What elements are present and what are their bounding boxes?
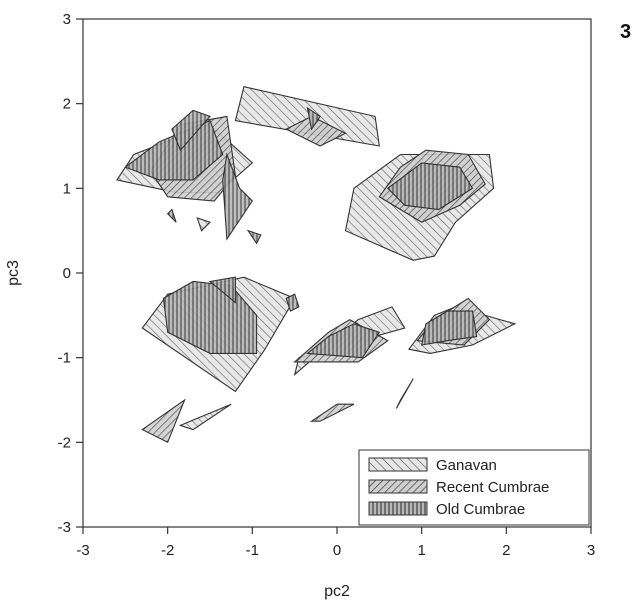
y-tick-label: 0 — [63, 265, 71, 282]
hull-ganavan-1 — [234, 86, 380, 147]
y-tick-label: 3 — [63, 11, 71, 28]
hull-old-11 — [421, 310, 478, 346]
hull-old-0 — [124, 119, 224, 181]
hull-old-10 — [305, 323, 381, 359]
hull-old-1 — [171, 109, 211, 152]
y-axis-ticks: -3 -2 -1 0 1 2 3 — [58, 11, 83, 536]
hull-old-2 — [222, 152, 254, 241]
hull-ganavan-6 — [178, 403, 232, 431]
hull-recent-3 — [141, 398, 186, 444]
y-axis-title: pc3 — [5, 260, 22, 286]
legend-label-recent: Recent Cumbrae — [436, 479, 549, 496]
y-tick-label: -1 — [58, 350, 71, 367]
hull-recent-4 — [309, 403, 355, 422]
legend-swatch-recent — [368, 479, 428, 494]
x-tick-label: 0 — [333, 542, 341, 559]
x-tick-label: 3 — [587, 542, 595, 559]
hull-old-9 — [285, 293, 300, 312]
legend-swatch-ganavan — [368, 457, 428, 472]
x-axis-ticks: -3 -2 -1 0 1 2 3 — [76, 527, 595, 559]
hull-recent-5 — [395, 378, 414, 409]
legend: Ganavan Recent Cumbrae Old Cumbrae — [358, 449, 590, 526]
y-tick-label: 1 — [63, 180, 71, 197]
x-tick-label: 2 — [502, 542, 510, 559]
hull-old-8 — [208, 276, 236, 304]
series-old — [124, 106, 478, 359]
legend-label-old: Old Cumbrae — [436, 501, 525, 518]
hull-old-6 — [386, 162, 474, 211]
hull-old-3 — [166, 208, 177, 223]
x-tick-label: 1 — [417, 542, 425, 559]
hull-recent-1 — [284, 115, 347, 147]
y-tick-label: -3 — [58, 519, 71, 536]
hull-layer — [115, 86, 517, 444]
y-tick-label: 2 — [63, 96, 71, 113]
hull-old-4 — [246, 229, 262, 245]
x-tick-label: -2 — [161, 542, 174, 559]
hull-ganavan-2 — [196, 217, 212, 232]
panel-label: 3 — [620, 21, 631, 43]
hull-old-5 — [306, 106, 321, 131]
legend-label-ganavan: Ganavan — [436, 457, 497, 474]
legend-swatch-old — [368, 501, 428, 516]
y-tick-label: -2 — [58, 434, 71, 451]
x-axis-title: pc2 — [324, 583, 350, 600]
x-tick-label: -1 — [246, 542, 259, 559]
x-tick-label: -3 — [76, 542, 89, 559]
